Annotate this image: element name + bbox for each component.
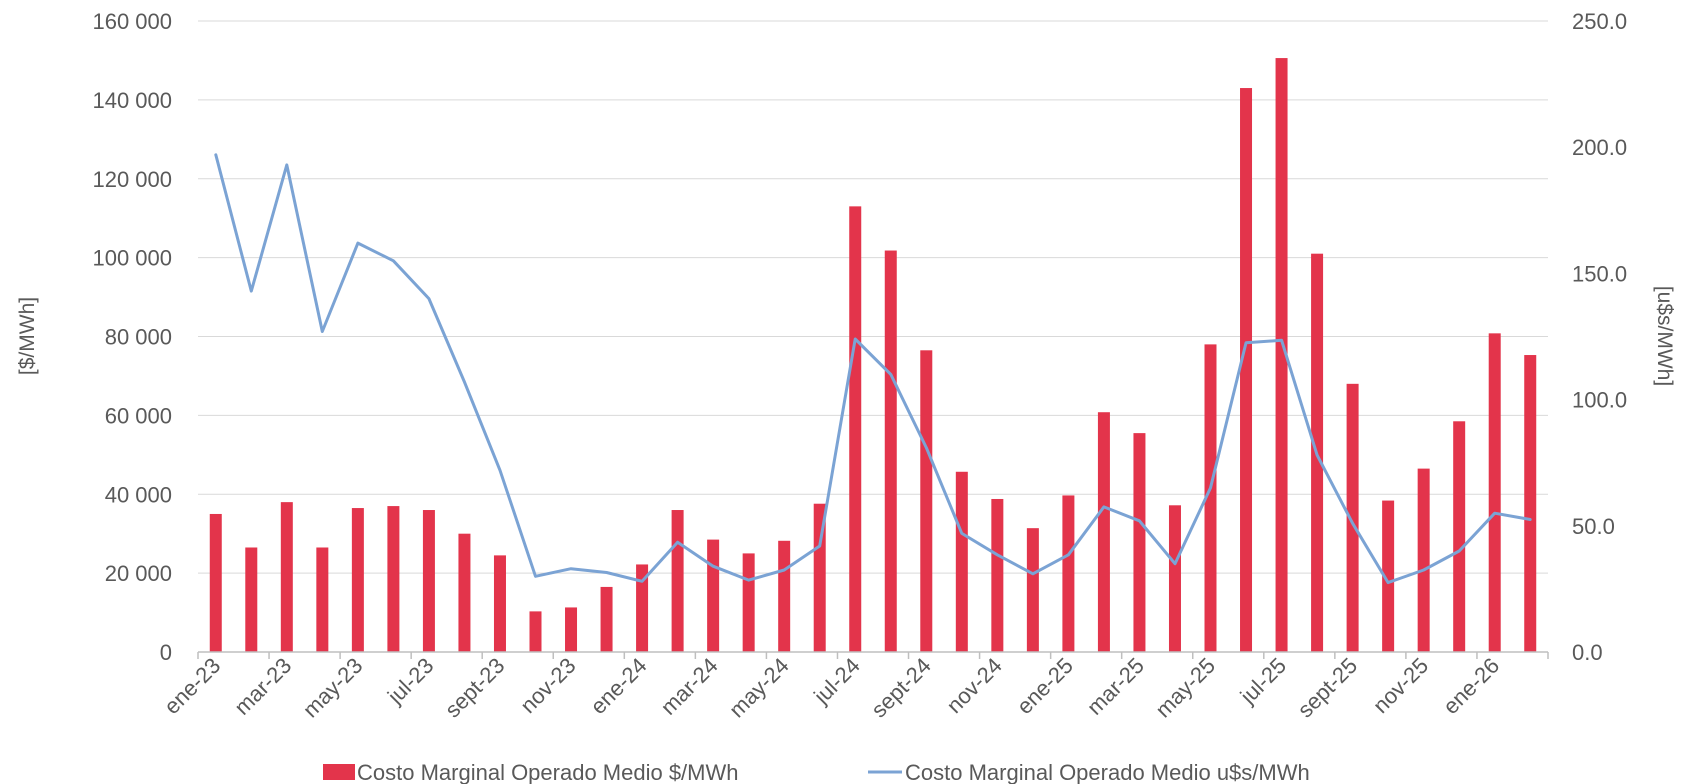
bar bbox=[1417, 468, 1430, 652]
bar bbox=[1382, 500, 1395, 652]
bar bbox=[707, 539, 720, 652]
bar bbox=[245, 547, 258, 652]
y-right-tick-label: 50.0 bbox=[1572, 514, 1615, 539]
bar bbox=[1026, 528, 1039, 652]
x-tick-label: nov-23 bbox=[515, 653, 580, 718]
y-right-tick-label: 200.0 bbox=[1572, 135, 1627, 160]
bar bbox=[671, 510, 684, 652]
line-series-path bbox=[214, 153, 1532, 585]
bar bbox=[209, 513, 222, 652]
bar bbox=[742, 553, 755, 652]
x-tick-label: may-25 bbox=[1150, 653, 1220, 723]
bar bbox=[1488, 333, 1501, 652]
x-tick-label: jul-25 bbox=[1235, 653, 1291, 709]
bar bbox=[1168, 505, 1181, 652]
y-left-tick-label: 160 000 bbox=[92, 9, 172, 34]
legend-line-label: Costo Marginal Operado Medio u$s/MWh bbox=[905, 760, 1310, 784]
bar bbox=[1240, 88, 1253, 652]
x-tick-label: sept-25 bbox=[1293, 653, 1363, 723]
bar bbox=[884, 250, 897, 652]
x-tick-label: mar-25 bbox=[1082, 653, 1149, 720]
bar bbox=[955, 471, 968, 652]
y-left-tick-label: 0 bbox=[160, 640, 172, 665]
x-tick-label: may-24 bbox=[724, 653, 794, 723]
x-tick-label: ene-25 bbox=[1012, 653, 1078, 719]
x-tick-label: jul-24 bbox=[808, 653, 864, 709]
gridlines bbox=[198, 20, 1548, 574]
bar bbox=[1133, 433, 1146, 652]
x-tick-label: mar-24 bbox=[656, 653, 723, 720]
bar bbox=[1524, 355, 1537, 652]
y-left-tick-label: 60 000 bbox=[105, 403, 172, 428]
bar bbox=[849, 206, 862, 652]
bar bbox=[529, 611, 542, 652]
bar bbox=[316, 547, 329, 652]
bar bbox=[813, 503, 826, 652]
bar bbox=[1097, 412, 1110, 652]
legend-bar-swatch bbox=[323, 764, 355, 780]
x-tick-label: mar-23 bbox=[229, 653, 296, 720]
left-axis-title: [$/MWh] bbox=[16, 297, 39, 375]
legend: Costo Marginal Operado Medio $/MWh Costo… bbox=[323, 760, 1310, 784]
bar bbox=[458, 533, 471, 652]
x-tick-label: nov-24 bbox=[942, 653, 1007, 718]
y-left-tick-label: 120 000 bbox=[92, 167, 172, 192]
x-tick-label: ene-24 bbox=[585, 653, 651, 719]
bar bbox=[920, 350, 933, 652]
y-right-tick-label: 250.0 bbox=[1572, 9, 1627, 34]
bar bbox=[493, 555, 506, 652]
x-tick-label: sept-23 bbox=[440, 653, 510, 723]
y-left-tick-label: 100 000 bbox=[92, 246, 172, 271]
y-left-tick-label: 80 000 bbox=[105, 325, 172, 350]
bar bbox=[280, 502, 293, 652]
y-right-tick-label: 150.0 bbox=[1572, 261, 1627, 286]
bar bbox=[1204, 344, 1217, 652]
bar bbox=[1062, 495, 1075, 652]
bar bbox=[387, 506, 400, 652]
bar bbox=[565, 607, 578, 652]
bar bbox=[1346, 383, 1359, 652]
bar bbox=[422, 510, 435, 652]
bar bbox=[636, 564, 649, 652]
x-tick-label: jul-23 bbox=[382, 653, 438, 709]
x-tick-label: may-23 bbox=[298, 653, 368, 723]
y-right-tick-label: 0.0 bbox=[1572, 640, 1603, 665]
y-right-tick-label: 100.0 bbox=[1572, 388, 1627, 413]
y-left-tick-label: 20 000 bbox=[105, 561, 172, 586]
legend-bar-label: Costo Marginal Operado Medio $/MWh bbox=[357, 760, 739, 784]
y-left-tick-label: 140 000 bbox=[92, 88, 172, 113]
line-series bbox=[214, 153, 1532, 585]
bar bbox=[1453, 421, 1466, 652]
right-axis-title: [u$s/MWh] bbox=[1653, 286, 1676, 386]
bar bbox=[1275, 58, 1288, 653]
y-left-tick-label: 40 000 bbox=[105, 482, 172, 507]
x-tick-label: nov-25 bbox=[1368, 653, 1433, 718]
bar bbox=[351, 508, 364, 652]
bar bbox=[600, 586, 613, 652]
x-tick-label: sept-24 bbox=[866, 653, 936, 723]
x-tick-label: ene-26 bbox=[1438, 653, 1504, 719]
bar-series bbox=[209, 58, 1537, 653]
bar bbox=[778, 540, 791, 652]
bar bbox=[991, 498, 1004, 652]
